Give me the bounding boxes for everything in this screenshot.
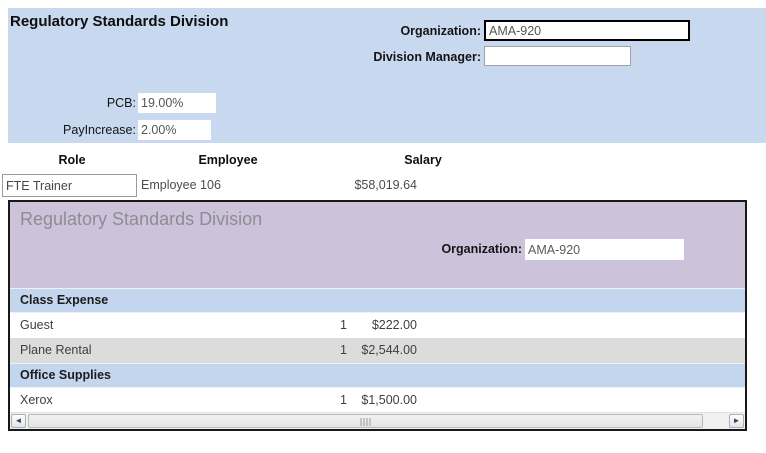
division-manager-label: Division Manager: <box>373 50 481 64</box>
expense-name: Xerox <box>20 393 53 407</box>
subform-title: Regulatory Standards Division <box>20 209 263 229</box>
group-header-class-expense: Class Expense <box>10 288 745 313</box>
expense-amount: $1,500.00 <box>361 393 417 407</box>
employee-value: Employee 106 <box>141 178 221 192</box>
expense-row-xerox[interactable]: Xerox 1 $1,500.00 <box>10 388 745 413</box>
scrollbar-grip-icon <box>360 418 371 426</box>
role-input[interactable] <box>2 174 137 197</box>
employee-column-header: Employee <box>198 153 258 167</box>
expense-qty: 1 <box>340 318 347 332</box>
scroll-right-icon: ► <box>732 416 741 425</box>
pay-increase-input[interactable] <box>138 120 211 140</box>
division-manager-input[interactable] <box>484 46 631 66</box>
expense-name: Plane Rental <box>20 343 92 357</box>
main-form-title: Regulatory Standards Division <box>10 13 229 30</box>
organization-input[interactable] <box>484 20 690 41</box>
pay-increase-label: PayIncrease: <box>63 123 136 137</box>
subform-organization-input[interactable] <box>525 239 684 260</box>
subform-organization-label: Organization: <box>441 242 522 256</box>
pcb-label: PCB: <box>106 96 136 110</box>
main-form-header-panel: Regulatory Standards Division Organizati… <box>8 8 766 143</box>
salary-value: $58,019.64 <box>354 178 417 192</box>
expense-qty: 1 <box>340 343 347 357</box>
expenses-subform: Regulatory Standards Division Organizati… <box>8 200 747 431</box>
expense-row-plane-rental[interactable]: Plane Rental 1 $2,544.00 <box>10 338 745 363</box>
subform-header-panel: Regulatory Standards Division Organizati… <box>10 202 745 288</box>
expense-row-guest[interactable]: Guest 1 $222.00 <box>10 313 745 338</box>
expense-qty: 1 <box>340 393 347 407</box>
expense-amount: $222.00 <box>371 318 417 332</box>
horizontal-scrollbar[interactable]: ◄ ► <box>10 412 745 429</box>
salary-column-header: Salary <box>404 153 442 167</box>
group-header-office-supplies: Office Supplies <box>10 363 745 388</box>
expense-amount: $2,544.00 <box>361 343 417 357</box>
scroll-right-button[interactable]: ► <box>729 414 744 428</box>
scroll-left-button[interactable]: ◄ <box>11 414 26 428</box>
role-column-header: Role <box>58 153 86 167</box>
scroll-left-icon: ◄ <box>14 416 23 425</box>
organization-label: Organization: <box>400 24 481 38</box>
expense-name: Guest <box>20 318 54 332</box>
scrollbar-thumb[interactable] <box>28 414 703 428</box>
pcb-input[interactable] <box>138 93 216 113</box>
